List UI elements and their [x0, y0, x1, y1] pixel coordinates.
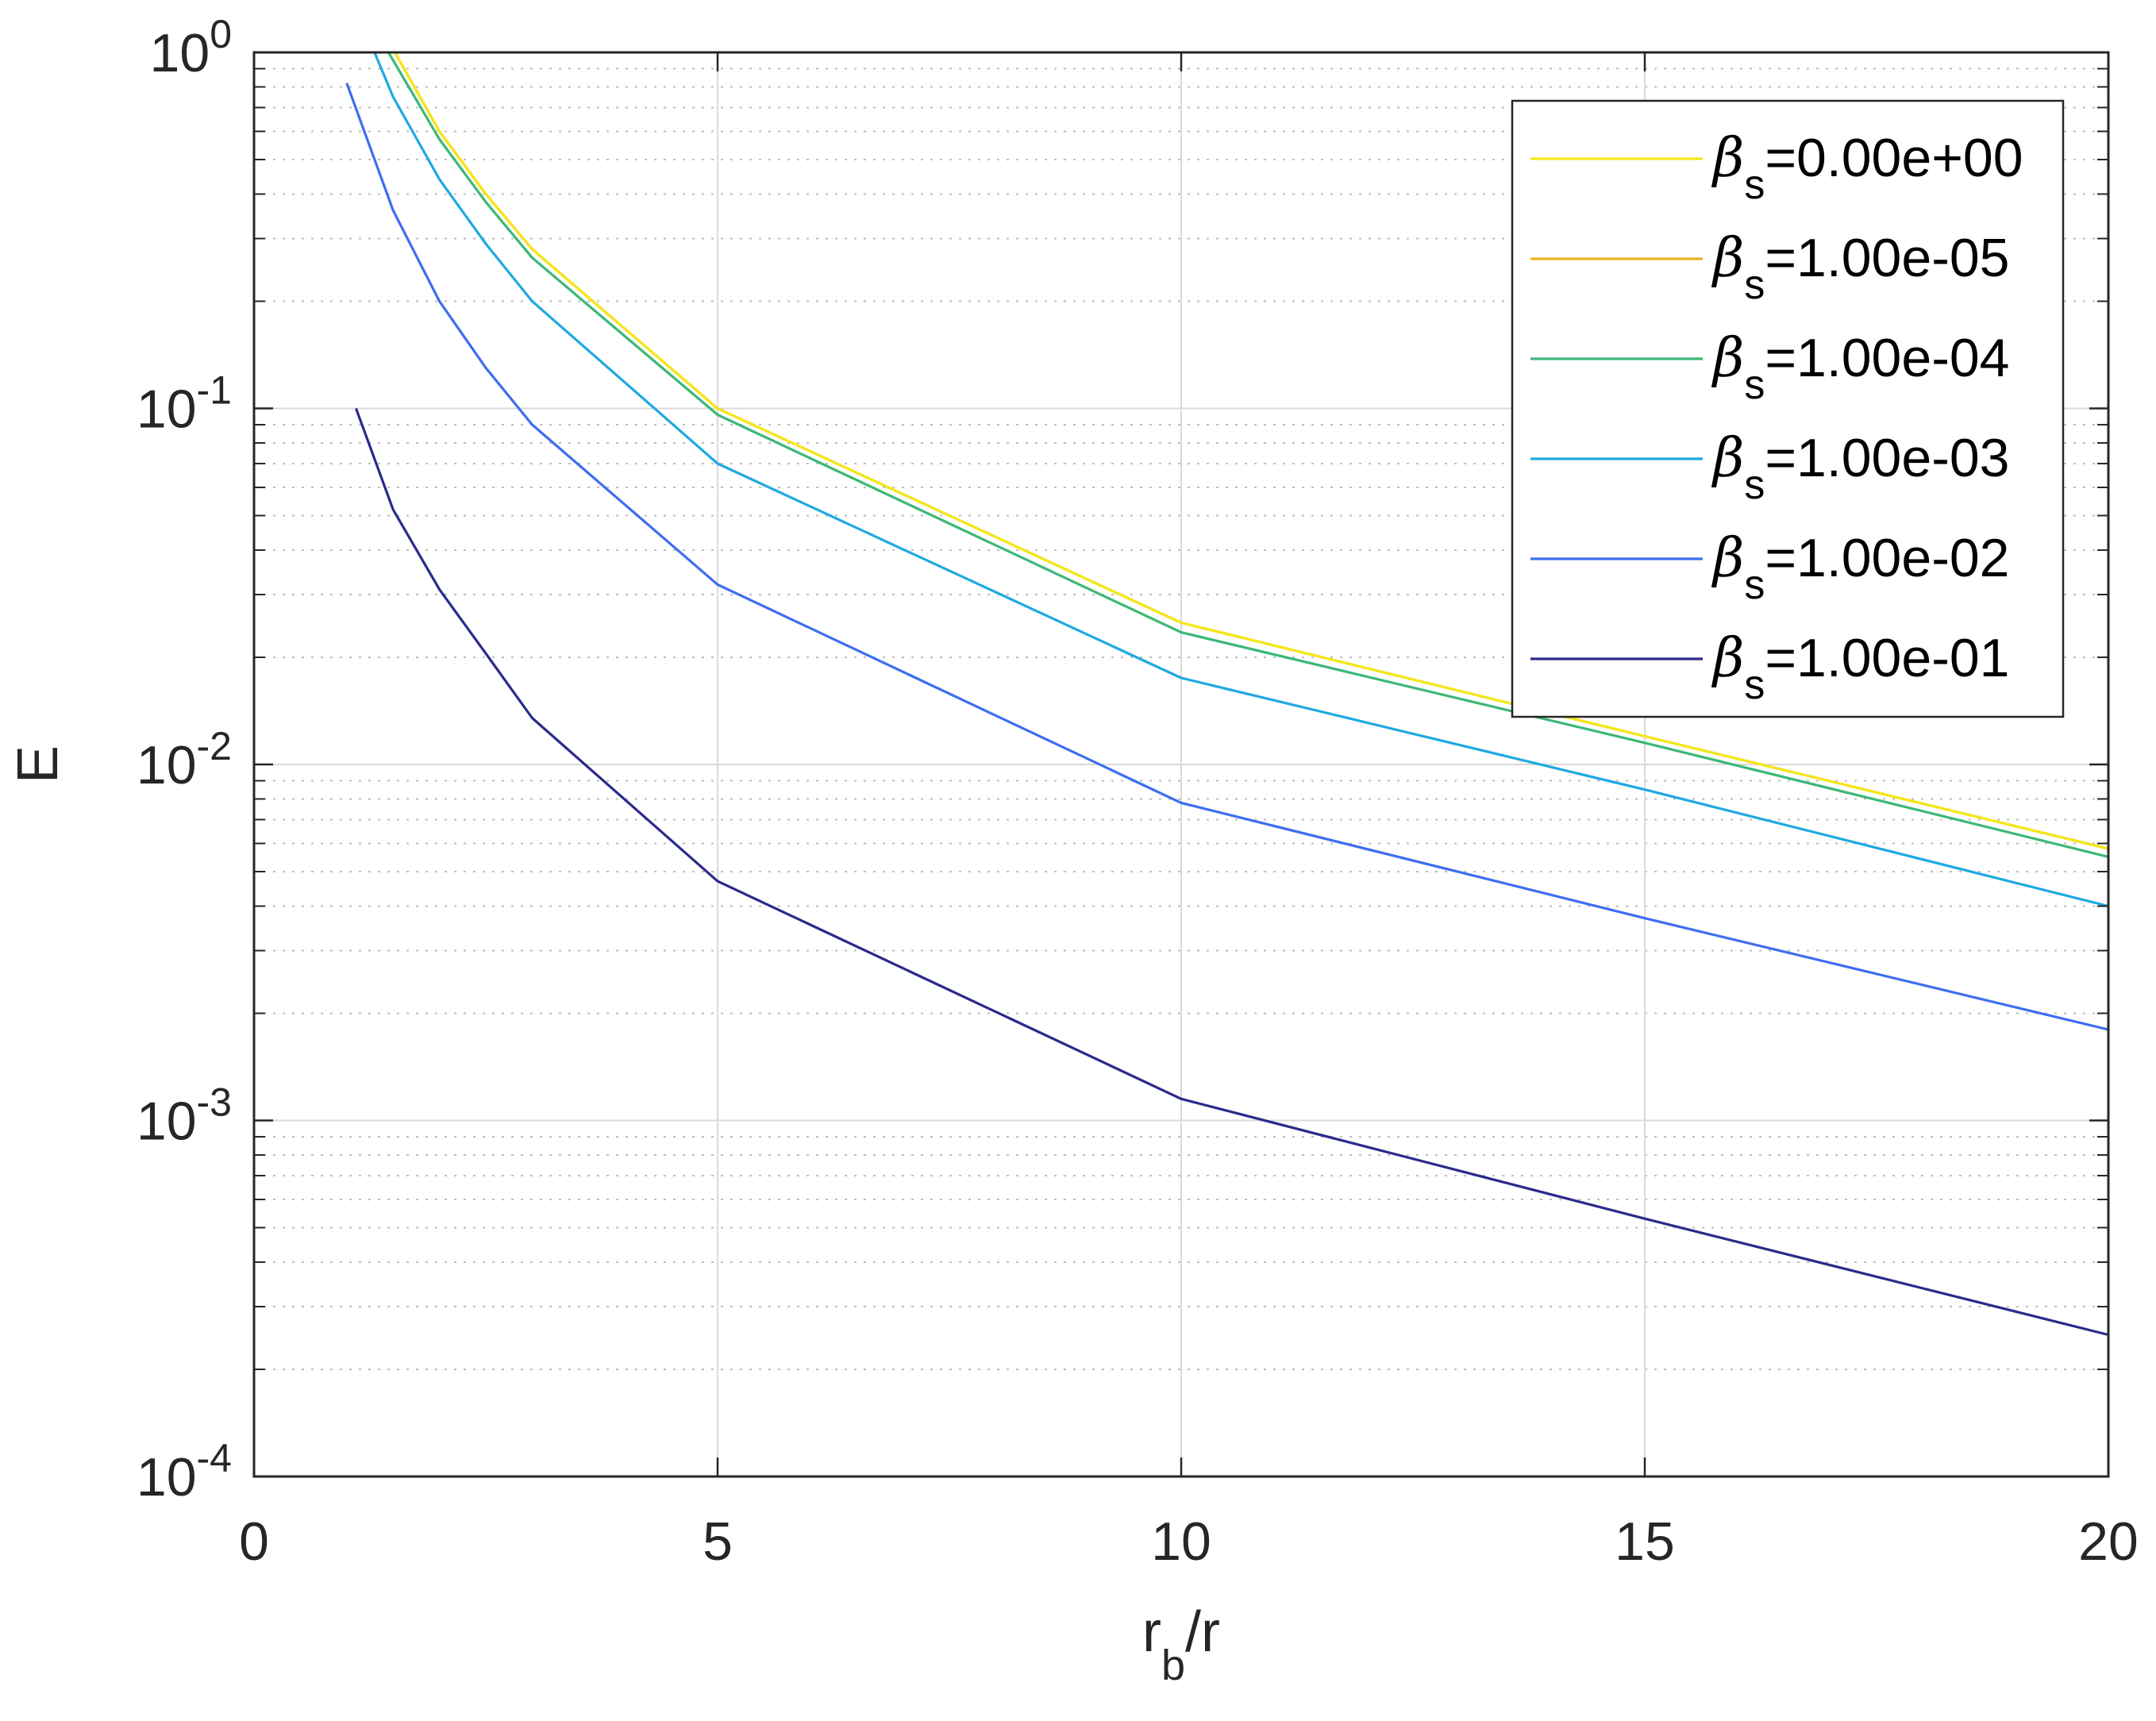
legend-entry-symbol: β — [1711, 127, 1744, 190]
x-axis-label: rb/r — [1142, 1600, 1220, 1689]
legend-entry-symbol: β — [1711, 427, 1744, 490]
x-tick-label: 20 — [2078, 1511, 2139, 1572]
y-tick-label-base: 10 — [137, 1447, 197, 1507]
y-tick-label-exponent: -4 — [197, 1436, 232, 1480]
series-line — [387, 52, 2109, 858]
y-tick-label-exponent: -3 — [197, 1080, 232, 1125]
legend-entry-value: =1.00e-01 — [1765, 628, 2009, 688]
legend-entry-subscript: s — [1744, 362, 1765, 408]
legend-entry-value: =1.00e-05 — [1765, 228, 2009, 288]
legend-entry-subscript: s — [1744, 162, 1765, 208]
y-tick-label: 10-4 — [137, 1436, 232, 1507]
y-tick-label-exponent: -2 — [197, 724, 232, 768]
y-tick-label-base: 10 — [150, 23, 210, 83]
legend-entry-symbol: β — [1711, 627, 1744, 690]
legend-entry-subscript: s — [1744, 562, 1765, 608]
legend-entry-subscript: s — [1744, 262, 1765, 308]
legend-entry-symbol: β — [1711, 327, 1744, 390]
x-tick-label: 5 — [703, 1511, 733, 1572]
y-tick-label: 100 — [150, 12, 232, 83]
axis-ticks — [252, 51, 2110, 1478]
legend-box — [1511, 99, 2065, 718]
legend-entry: βs=1.00e-05 — [1711, 227, 2009, 308]
y-tick-label-exponent: 0 — [210, 12, 232, 56]
y-tick-label-base: 10 — [137, 379, 197, 440]
series-line — [345, 83, 2109, 1031]
x-axis-label-subscript: b — [1161, 1642, 1185, 1689]
x-tick-labels: 0 5 10 15 20 — [239, 1511, 2139, 1572]
legend-entry-value: =1.00e-03 — [1765, 428, 2009, 488]
legend-entry: βs=1.00e-01 — [1711, 627, 2009, 708]
x-axis-label-suffix: /r — [1185, 1600, 1220, 1664]
legend-entry: βs=1.00e-02 — [1711, 527, 2009, 608]
legend-entry-value: =1.00e-02 — [1765, 528, 2009, 588]
x-tick-label: 0 — [239, 1511, 269, 1572]
x-tick-label: 15 — [1615, 1511, 1675, 1572]
y-tick-label-base: 10 — [137, 735, 197, 795]
legend-entry-value: =1.00e-04 — [1765, 328, 2009, 388]
legend-entry: βs=1.00e-03 — [1711, 427, 2009, 508]
y-tick-label: 10-2 — [137, 724, 232, 795]
y-tick-label: 10-3 — [137, 1080, 232, 1152]
series-line — [354, 407, 2109, 1337]
legend-entry-subscript: s — [1744, 662, 1765, 708]
legend-entry-subscript: s — [1744, 462, 1765, 508]
y-tick-label: 10-1 — [137, 368, 232, 440]
x-axis-label-main: r — [1142, 1600, 1161, 1664]
legend-entry: βs=0.00e+00 — [1711, 127, 2023, 208]
y-tick-label-base: 10 — [137, 1092, 197, 1152]
y-tick-label-exponent: -1 — [197, 368, 232, 413]
x-tick-label: 10 — [1151, 1511, 1211, 1572]
y-axis-label: E — [6, 745, 70, 783]
legend-entry-value: =0.00e+00 — [1765, 128, 2023, 188]
legend-entry-symbol: β — [1711, 527, 1744, 590]
series-line — [373, 52, 2109, 908]
legend-entry: βs=1.00e-04 — [1711, 327, 2009, 408]
legend: βs=0.00e+00βs=1.00e-05βs=1.00e-04βs=1.00… — [1511, 99, 2065, 718]
legend-entry-symbol: β — [1711, 227, 1744, 290]
